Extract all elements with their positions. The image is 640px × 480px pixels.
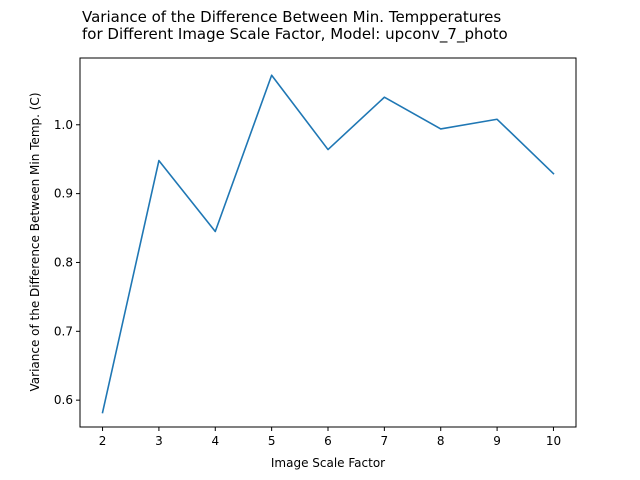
y-tick-label: 0.8 xyxy=(54,255,73,269)
x-tick-label: 7 xyxy=(381,434,389,448)
y-tick-label: 0.9 xyxy=(54,187,73,201)
series-line xyxy=(101,74,555,414)
x-tick-label: 5 xyxy=(268,434,276,448)
x-axis-label: Image Scale Factor xyxy=(271,456,385,470)
y-axis-label: Variance of the Difference Between Min T… xyxy=(28,93,42,392)
x-tick-label: 3 xyxy=(155,434,163,448)
x-tick-label: 8 xyxy=(437,434,445,448)
axes-frame xyxy=(79,57,577,428)
x-tick-label: 2 xyxy=(99,434,107,448)
x-tick-label: 6 xyxy=(324,434,332,448)
plot-area: 2 3 4 5 6 7 8 9 10 0.6 0.7 0.8 0.9 1.0 xyxy=(54,74,561,448)
y-tick-label: 0.7 xyxy=(54,324,73,338)
chart-title-line-1: Variance of the Difference Between Min. … xyxy=(82,8,501,26)
x-tick-label: 4 xyxy=(211,434,219,448)
y-tick-label: 1.0 xyxy=(54,118,73,132)
chart-title-line-2: for Different Image Scale Factor, Model:… xyxy=(82,25,508,44)
x-tick-label: 9 xyxy=(493,434,501,448)
x-tick-label: 10 xyxy=(546,434,561,448)
y-tick-label: 0.6 xyxy=(54,393,73,407)
